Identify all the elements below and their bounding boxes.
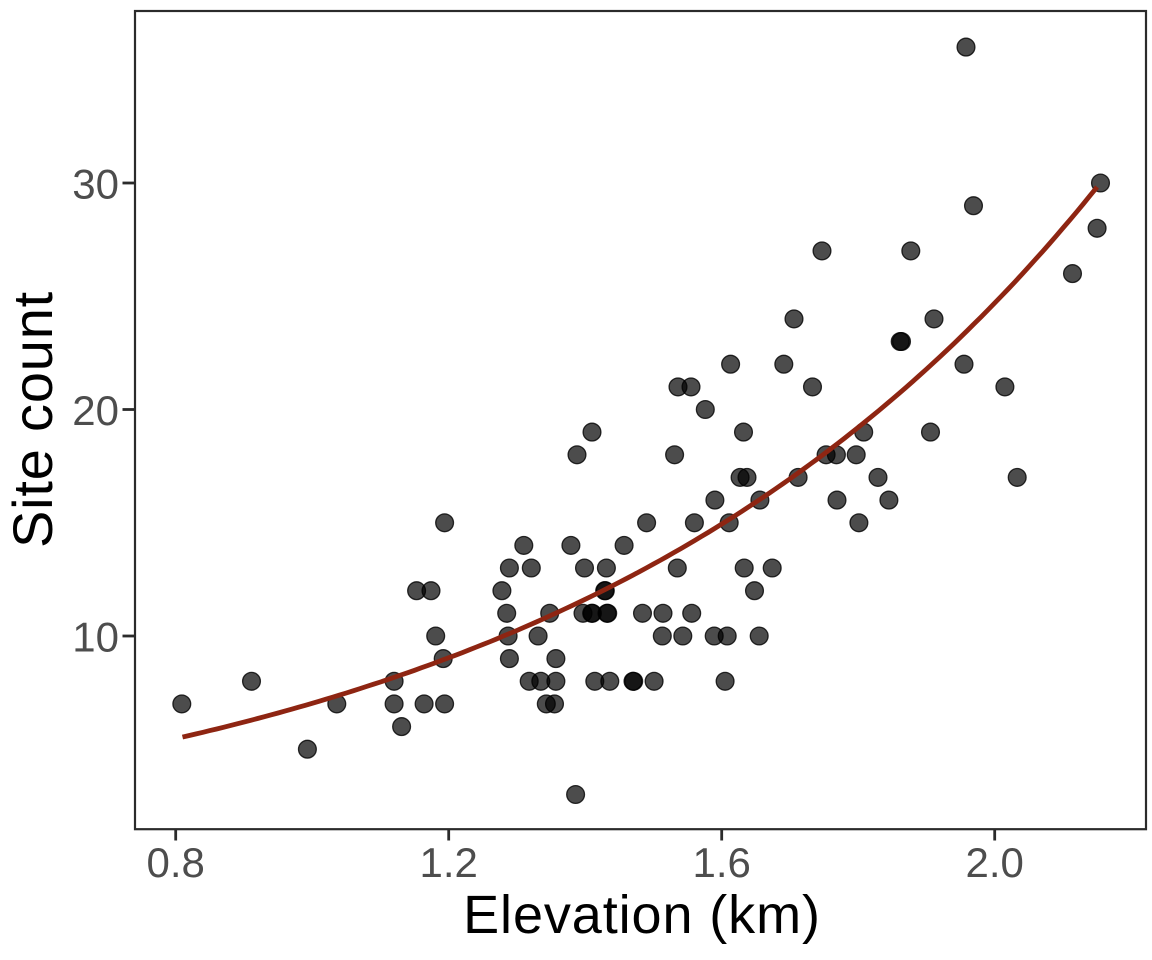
svg-text:2.0: 2.0: [966, 839, 1024, 886]
svg-text:10: 10: [72, 613, 119, 660]
svg-text:1.2: 1.2: [420, 839, 478, 886]
svg-text:Elevation (km): Elevation (km): [463, 885, 821, 945]
svg-text:1.6: 1.6: [693, 839, 751, 886]
svg-text:20: 20: [72, 387, 119, 434]
svg-text:0.8: 0.8: [147, 839, 205, 886]
svg-text:Site count: Site count: [1, 291, 64, 548]
svg-text:30: 30: [72, 160, 119, 207]
